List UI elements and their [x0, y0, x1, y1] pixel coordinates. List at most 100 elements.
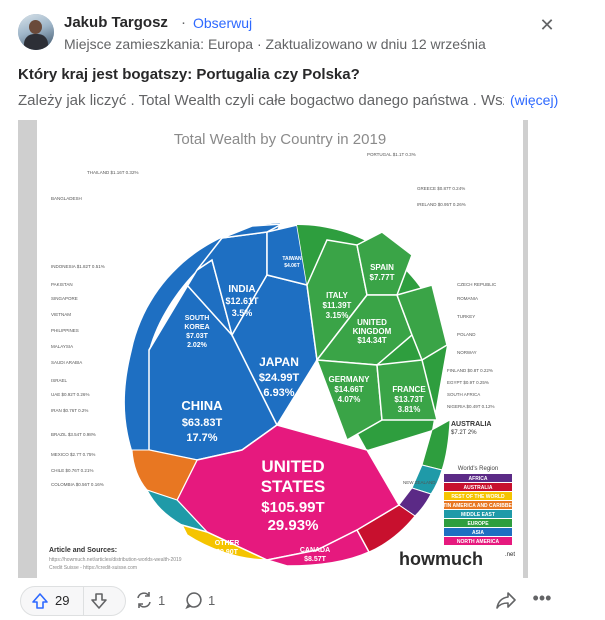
skorea-label-2: KOREA: [184, 324, 209, 331]
italy-pct: 3.15%: [326, 311, 349, 320]
legend-swatch: [444, 474, 512, 482]
china-pct: 17.7%: [186, 432, 217, 444]
india-pct: 3.5%: [232, 308, 253, 318]
sources-title: Article and Sources:: [49, 547, 117, 554]
page-gutter: [571, 0, 605, 620]
colombia-note: COLOMBIA $0.56T 0.16%: [51, 482, 104, 487]
legend-swatch: [444, 528, 512, 536]
turkey-note: TURKEY: [457, 314, 475, 319]
legend-label: ASIA: [472, 530, 484, 536]
side-annotations: THAILAND $1.16T 0.32% BANGLADESH INDONES…: [51, 152, 497, 487]
legend-label: MIDDLE EAST: [461, 512, 495, 518]
canada-cell: [266, 529, 371, 567]
post-header: Jakub Targosz · Obserwuj Miejsce zamiesz…: [18, 12, 563, 56]
southafrica-note: SOUTH AFRICA: [447, 392, 480, 397]
philippines-note: PHILIPPINES: [51, 328, 79, 333]
reshare-icon: [137, 592, 151, 608]
legend-swatch: [444, 537, 512, 545]
france-value: $13.73T: [394, 395, 423, 404]
iran-note: IRAN $0.76T 0.2%: [51, 408, 88, 413]
canada-label: CANADA: [300, 547, 330, 554]
asia-strip: [124, 350, 149, 450]
reshare-button[interactable]: 1: [130, 586, 180, 614]
czech-note: CZECH REPUBLIC: [457, 282, 497, 287]
legend-swatch: [444, 483, 512, 491]
spain-label: SPAIN: [370, 263, 394, 272]
france-pct: 3.81%: [398, 405, 421, 414]
saudi-note: SAUDI ARABIA: [51, 360, 82, 365]
legend-swatch: [444, 519, 512, 527]
chile-note: CHILE $0.76T 0.21%: [51, 468, 93, 473]
comment-icon: [185, 592, 202, 610]
egypt-note: EGYPT $0.9T 0.25%: [447, 380, 489, 385]
separator-dot: ·: [181, 14, 186, 31]
poland-note: POLAND: [457, 332, 476, 337]
legend-label: AFRICA: [469, 476, 488, 482]
answer-snippet[interactable]: Zależy jak liczyć . Total Wealth czyli c…: [18, 92, 511, 109]
wealth-chart-image[interactable]: Total Wealth by Country in 2019: [37, 120, 523, 578]
upvote-count: 29: [55, 593, 70, 608]
india-label: INDIA: [228, 284, 255, 295]
action-bar: 29 1 1 •••: [0, 578, 571, 620]
italy-value: $11.39T: [323, 301, 352, 310]
uk-label-2: KINGDOM: [353, 327, 392, 336]
japan-label: JAPAN: [259, 355, 299, 369]
brazil-note: BRAZIL $3.54T 0.98%: [51, 432, 96, 437]
australia-note: AUSTRALIA: [451, 421, 491, 428]
reshare-count: 1: [158, 593, 166, 608]
other-value: $9.90T: [216, 549, 239, 556]
legend: World's Region AFRICA AUSTRALIA REST OF TH…: [437, 466, 520, 545]
ireland-note: IRELAND $0.95T 0.26%: [417, 202, 466, 207]
skorea-label-1: SOUTH: [185, 315, 210, 322]
uk-label-1: UNITED: [357, 318, 387, 327]
pakistan-note: PAKISTAN: [51, 282, 73, 287]
upvote-button[interactable]: 29: [21, 587, 84, 615]
legend-label: LATIN AMERICA AND CARIBBEAN: [437, 503, 520, 509]
legend-swatch: [444, 510, 512, 518]
answer-card: Jakub Targosz · Obserwuj Miejsce zamiesz…: [0, 12, 571, 620]
close-icon[interactable]: ✕: [539, 15, 555, 35]
russia-cell: [221, 223, 283, 239]
us-value: $105.99T: [261, 499, 324, 516]
japan-value: $24.99T: [259, 372, 300, 384]
norway-note: NORWAY: [457, 350, 477, 355]
comment-button[interactable]: 1: [180, 586, 230, 614]
germany-pct: 4.07%: [338, 395, 361, 404]
avatar[interactable]: [18, 14, 54, 50]
vote-group: 29: [20, 586, 126, 616]
brand-name: howmuch: [399, 549, 483, 569]
israel-note: ISRAEL: [51, 378, 68, 383]
india-value: $12.61T: [225, 296, 259, 306]
australia-value: $7.2T 2%: [451, 430, 477, 436]
other-cell: [180, 523, 268, 561]
other-label: OTHER: [215, 540, 240, 547]
chart-title: Total Wealth by Country in 2019: [174, 131, 386, 148]
legend-label: AUSTRALIA: [464, 485, 493, 491]
skorea-pct: 2.02%: [187, 342, 208, 349]
us-label-2: STATES: [261, 477, 326, 496]
bangladesh-note: BANGLADESH: [51, 196, 82, 201]
downvote-arrow-icon[interactable]: [89, 591, 109, 611]
more-options-icon[interactable]: •••: [532, 588, 552, 608]
thailand-note: THAILAND $1.16T 0.32%: [87, 170, 138, 175]
source-2: Credit Suisse - https://credit-suisse.co…: [49, 565, 137, 571]
more-link[interactable]: (więcej): [504, 92, 559, 108]
question-title[interactable]: Który kraj jest bogatszy: Portugalia czy…: [18, 66, 360, 83]
taiwan-label: TAIWAN: [282, 256, 302, 262]
us-pct: 29.93%: [268, 517, 319, 534]
share-icon[interactable]: [494, 588, 518, 612]
brand-logo: howmuch .net: [399, 549, 515, 569]
uk-value: $14.34T: [357, 336, 386, 345]
germany-value: $14.66T: [334, 385, 363, 394]
author-credential: Miejsce zamieszkania: Europa · Zaktualiz…: [64, 36, 486, 52]
follow-button[interactable]: Obserwuj: [193, 15, 253, 31]
comment-count: 1: [208, 593, 216, 608]
legend-label: NORTH AMERICA: [457, 539, 500, 545]
voronoi-chart: Total Wealth by Country in 2019: [49, 131, 520, 571]
brand-suffix: .net: [505, 552, 515, 558]
legend-swatch: [444, 501, 512, 509]
upvote-arrow-icon: [32, 593, 48, 609]
china-value: $63.83T: [182, 417, 223, 429]
author-name[interactable]: Jakub Targosz: [64, 14, 168, 31]
italy-label: ITALY: [326, 291, 348, 300]
